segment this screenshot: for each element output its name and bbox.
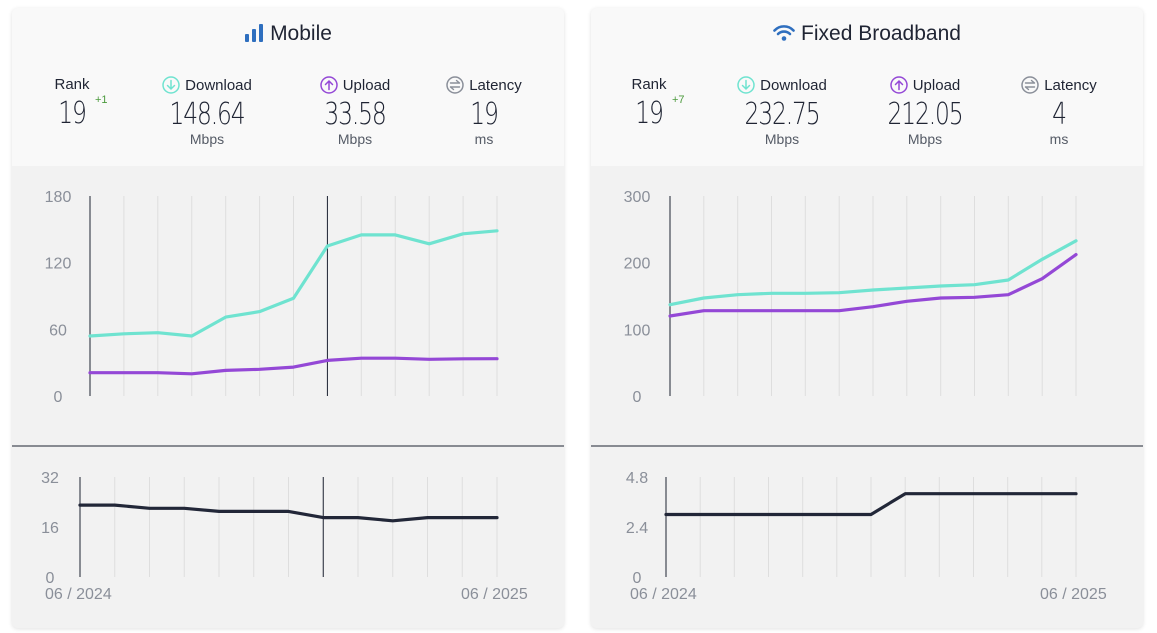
latency-arrows-icon (1021, 76, 1039, 94)
upload-arrow-icon (319, 76, 338, 94)
latency-series-line (664, 492, 1078, 517)
latency-label: Latency (434, 76, 534, 94)
y-tick-label: 32 (41, 470, 59, 487)
mobile-title: Mobile (12, 22, 564, 46)
mobile-panel: Mobile Rank 19 +1 Download 148.64 Mbps U… (12, 8, 564, 628)
date-start: 06 / 2024 (630, 586, 697, 603)
y-tick-label: 300 (624, 189, 651, 206)
download-series-line (88, 229, 499, 338)
mobile-title-text: Mobile (270, 22, 332, 45)
y-tick-label: 0 (633, 389, 642, 406)
upload-label: Upload (865, 76, 985, 94)
fixed-title: Fixed Broadband (591, 22, 1143, 46)
y-tick-label: 0 (633, 570, 642, 587)
download-unit: Mbps (764, 131, 800, 147)
y-tick-label: 180 (45, 189, 72, 206)
download-label: Download (717, 76, 847, 94)
download-value: 148.64 (169, 97, 246, 132)
y-tick-label: 4.8 (626, 470, 648, 487)
fixed-broadband-panel: Fixed Broadband Rank 19 +7 Download 232.… (591, 8, 1143, 628)
rank-label: Rank (631, 76, 667, 93)
fixed-upload: Upload 212.05 Mbps (865, 76, 985, 146)
rank-change: +1 (95, 94, 108, 106)
rank-change: +7 (672, 94, 685, 106)
mobile-header: Mobile Rank 19 +1 Download 148.64 Mbps U… (12, 8, 564, 166)
rank-value: 19 (58, 96, 87, 131)
latency-unit: ms (474, 131, 494, 147)
download-value: 232.75 (744, 97, 821, 132)
upload-label: Upload (295, 76, 415, 94)
mobile-rank: Rank 19 (42, 76, 102, 131)
mobile-latency: Latency 19 ms (434, 76, 534, 146)
signal-bars-icon (245, 24, 264, 42)
fixed-title-text: Fixed Broadband (801, 22, 961, 45)
upload-value: 212.05 (887, 97, 964, 132)
mobile-upload: Upload 33.58 Mbps (295, 76, 415, 146)
mobile-charts: 0 60 120 180 0 16 32 (12, 189, 564, 587)
latency-series-line (78, 503, 499, 523)
y-tick-label: 60 (49, 322, 67, 339)
mobile-download: Download 148.64 Mbps (142, 76, 272, 146)
y-tick-label: 2.4 (626, 520, 648, 537)
fixed-header: Fixed Broadband Rank 19 +7 Download 232.… (591, 8, 1143, 166)
y-tick-label: 16 (41, 520, 59, 537)
wifi-icon (773, 25, 795, 41)
download-arrow-icon (162, 76, 180, 94)
date-end: 06 / 2025 (1040, 586, 1107, 603)
latency-value: 4 (1052, 97, 1067, 132)
fixed-latency: Latency 4 ms (1009, 76, 1109, 146)
upload-arrow-icon (889, 76, 908, 94)
latency-label: Latency (1009, 76, 1109, 94)
rank-label: Rank (54, 76, 90, 93)
rank-value: 19 (635, 96, 664, 131)
upload-unit: Mbps (337, 131, 373, 147)
upload-series-line (88, 356, 499, 376)
upload-value: 33.58 (324, 97, 386, 132)
date-end: 06 / 2025 (461, 586, 528, 603)
y-tick-label: 0 (54, 389, 63, 406)
latency-arrows-icon (446, 76, 464, 94)
download-label: Download (142, 76, 272, 94)
y-tick-label: 200 (624, 256, 651, 273)
latency-value: 19 (470, 97, 499, 132)
fixed-rank: Rank 19 (619, 76, 679, 131)
fixed-charts: 0 100 200 300 0 2.4 4.8 (591, 189, 1143, 587)
download-series-line (668, 239, 1078, 307)
download-arrow-icon (737, 76, 755, 94)
y-tick-label: 120 (45, 256, 72, 273)
upload-unit: Mbps (907, 131, 943, 147)
y-tick-label: 100 (624, 322, 651, 339)
y-tick-label: 0 (46, 570, 55, 587)
date-start: 06 / 2024 (45, 586, 112, 603)
download-unit: Mbps (189, 131, 225, 147)
upload-series-line (668, 253, 1078, 318)
fixed-download: Download 232.75 Mbps (717, 76, 847, 146)
latency-unit: ms (1049, 131, 1069, 147)
